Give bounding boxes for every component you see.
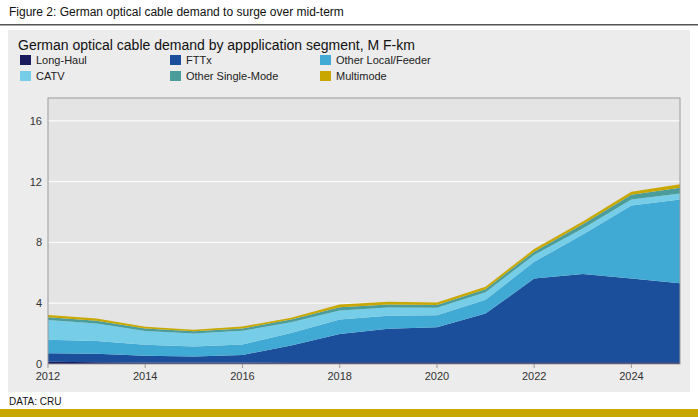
y-tick-label: 4 bbox=[36, 297, 42, 309]
title: Figure 2: German optical cable demand to… bbox=[9, 5, 344, 19]
y-tick-label: 8 bbox=[36, 236, 42, 248]
panel bbox=[8, 30, 690, 392]
area bbox=[48, 184, 680, 331]
bottom-stripe bbox=[0, 409, 698, 417]
legend-swatch bbox=[320, 71, 331, 81]
y-tick-label: 12 bbox=[30, 176, 42, 188]
x-tick bbox=[48, 364, 49, 368]
legend-swatch bbox=[170, 55, 181, 65]
x-tick bbox=[145, 364, 146, 368]
x-tick-label: 2022 bbox=[522, 370, 546, 382]
legend-label: Long-Haul bbox=[36, 54, 87, 66]
x-tick-label: 2020 bbox=[425, 370, 449, 382]
y-tick-label: 0 bbox=[36, 358, 42, 370]
grid-line bbox=[48, 120, 680, 121]
legend-swatch bbox=[20, 55, 31, 65]
legend-label: Other Local/Feeder bbox=[336, 54, 431, 66]
x-tick bbox=[339, 364, 340, 368]
x-tick-label: 2018 bbox=[327, 370, 351, 382]
grid-line bbox=[48, 181, 680, 182]
legend-label: Multimode bbox=[336, 70, 387, 82]
plot-frame bbox=[48, 98, 680, 364]
legend-swatch bbox=[170, 71, 181, 81]
x-tick bbox=[436, 364, 437, 368]
x-tick bbox=[631, 364, 632, 368]
legend: Long-Haul FTTx Other Local/Feeder CATV Other… bbox=[20, 54, 431, 82]
x-tick-label: 2014 bbox=[133, 370, 157, 382]
subtitle: German optical cable demand by appplicat… bbox=[18, 37, 415, 53]
y-tick-label: 16 bbox=[30, 115, 42, 127]
x-tick bbox=[242, 364, 243, 368]
title-rule bbox=[0, 24, 698, 26]
x-tick-label: 2012 bbox=[36, 370, 60, 382]
plot-area bbox=[48, 98, 680, 364]
chart: Figure 2: German optical cable demand to… bbox=[0, 0, 698, 417]
x-tick-label: 2016 bbox=[230, 370, 254, 382]
area bbox=[48, 188, 680, 334]
areas bbox=[48, 184, 680, 364]
legend-label: FTTx bbox=[186, 54, 212, 66]
x-tick bbox=[534, 364, 535, 368]
legend-swatch bbox=[320, 55, 331, 65]
legend-swatch bbox=[20, 71, 31, 81]
x-tick-label: 2024 bbox=[619, 370, 643, 382]
area bbox=[48, 193, 680, 346]
annotation: DATA: CRU bbox=[9, 396, 61, 407]
legend-label: Other Single-Mode bbox=[186, 70, 278, 82]
legend-label: CATV bbox=[36, 70, 65, 82]
